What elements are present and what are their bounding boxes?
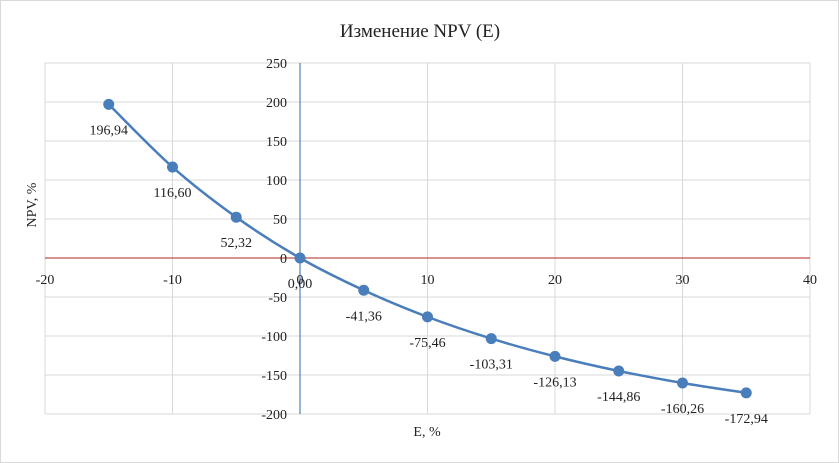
y-tick-label: 50 [273,213,287,228]
x-axis-title: E, % [413,425,441,440]
chart-title: Изменение NPV (E) [340,21,500,42]
data-label: -126,13 [533,375,576,390]
data-label: 0,00 [288,277,313,292]
y-tick-label: 200 [266,96,287,111]
y-tick-labels: -200 -150 -100 -50 0 50 100 150 200 250 [261,57,287,423]
data-label: -75,46 [409,336,445,351]
data-point [740,387,752,399]
data-point [230,211,242,223]
data-point [358,284,370,296]
x-tick-label: 0 [297,273,304,288]
data-label: -172,94 [725,412,768,427]
axes [45,63,810,414]
data-label: -103,31 [470,358,513,373]
x-tick-label: 20 [548,273,562,288]
data-label: 52,32 [221,236,253,251]
data-point [677,377,688,389]
y-tick-label: 0 [280,252,287,267]
data-point [422,311,433,323]
data-label: -41,36 [346,309,382,324]
data-point [167,161,178,173]
y-tick-label: 150 [266,135,287,150]
x-tick-label: -20 [36,273,55,288]
x-tick-label: 30 [676,273,690,288]
gridlines [44,62,811,415]
data-point [294,252,306,264]
data-point [103,98,115,110]
data-label: -160,26 [661,402,704,417]
y-tick-label: -200 [261,408,287,423]
y-axis-title: NPV, % [25,182,40,227]
y-tick-label: 100 [266,174,287,189]
x-tick-labels: -20 -10 0 10 20 30 40 [36,273,817,288]
data-label: 116,60 [154,186,192,201]
data-point [613,365,625,377]
y-tick-label: 250 [266,57,287,72]
y-tick-label: -50 [268,291,287,306]
x-tick-label: 10 [421,273,435,288]
data-labels: 196,94 116,60 52,32 0,00 -41,36 -75,46 -103,31… [90,123,768,427]
y-tick-label: -100 [261,330,287,345]
x-tick-label: 40 [803,273,817,288]
data-point [485,333,497,345]
x-tick-label: -10 [163,273,182,288]
data-label: -144,86 [597,390,640,405]
data-point [549,350,561,362]
y-tick-label: -150 [261,369,287,384]
data-label: 196,94 [90,123,129,138]
series-plot [103,98,752,399]
